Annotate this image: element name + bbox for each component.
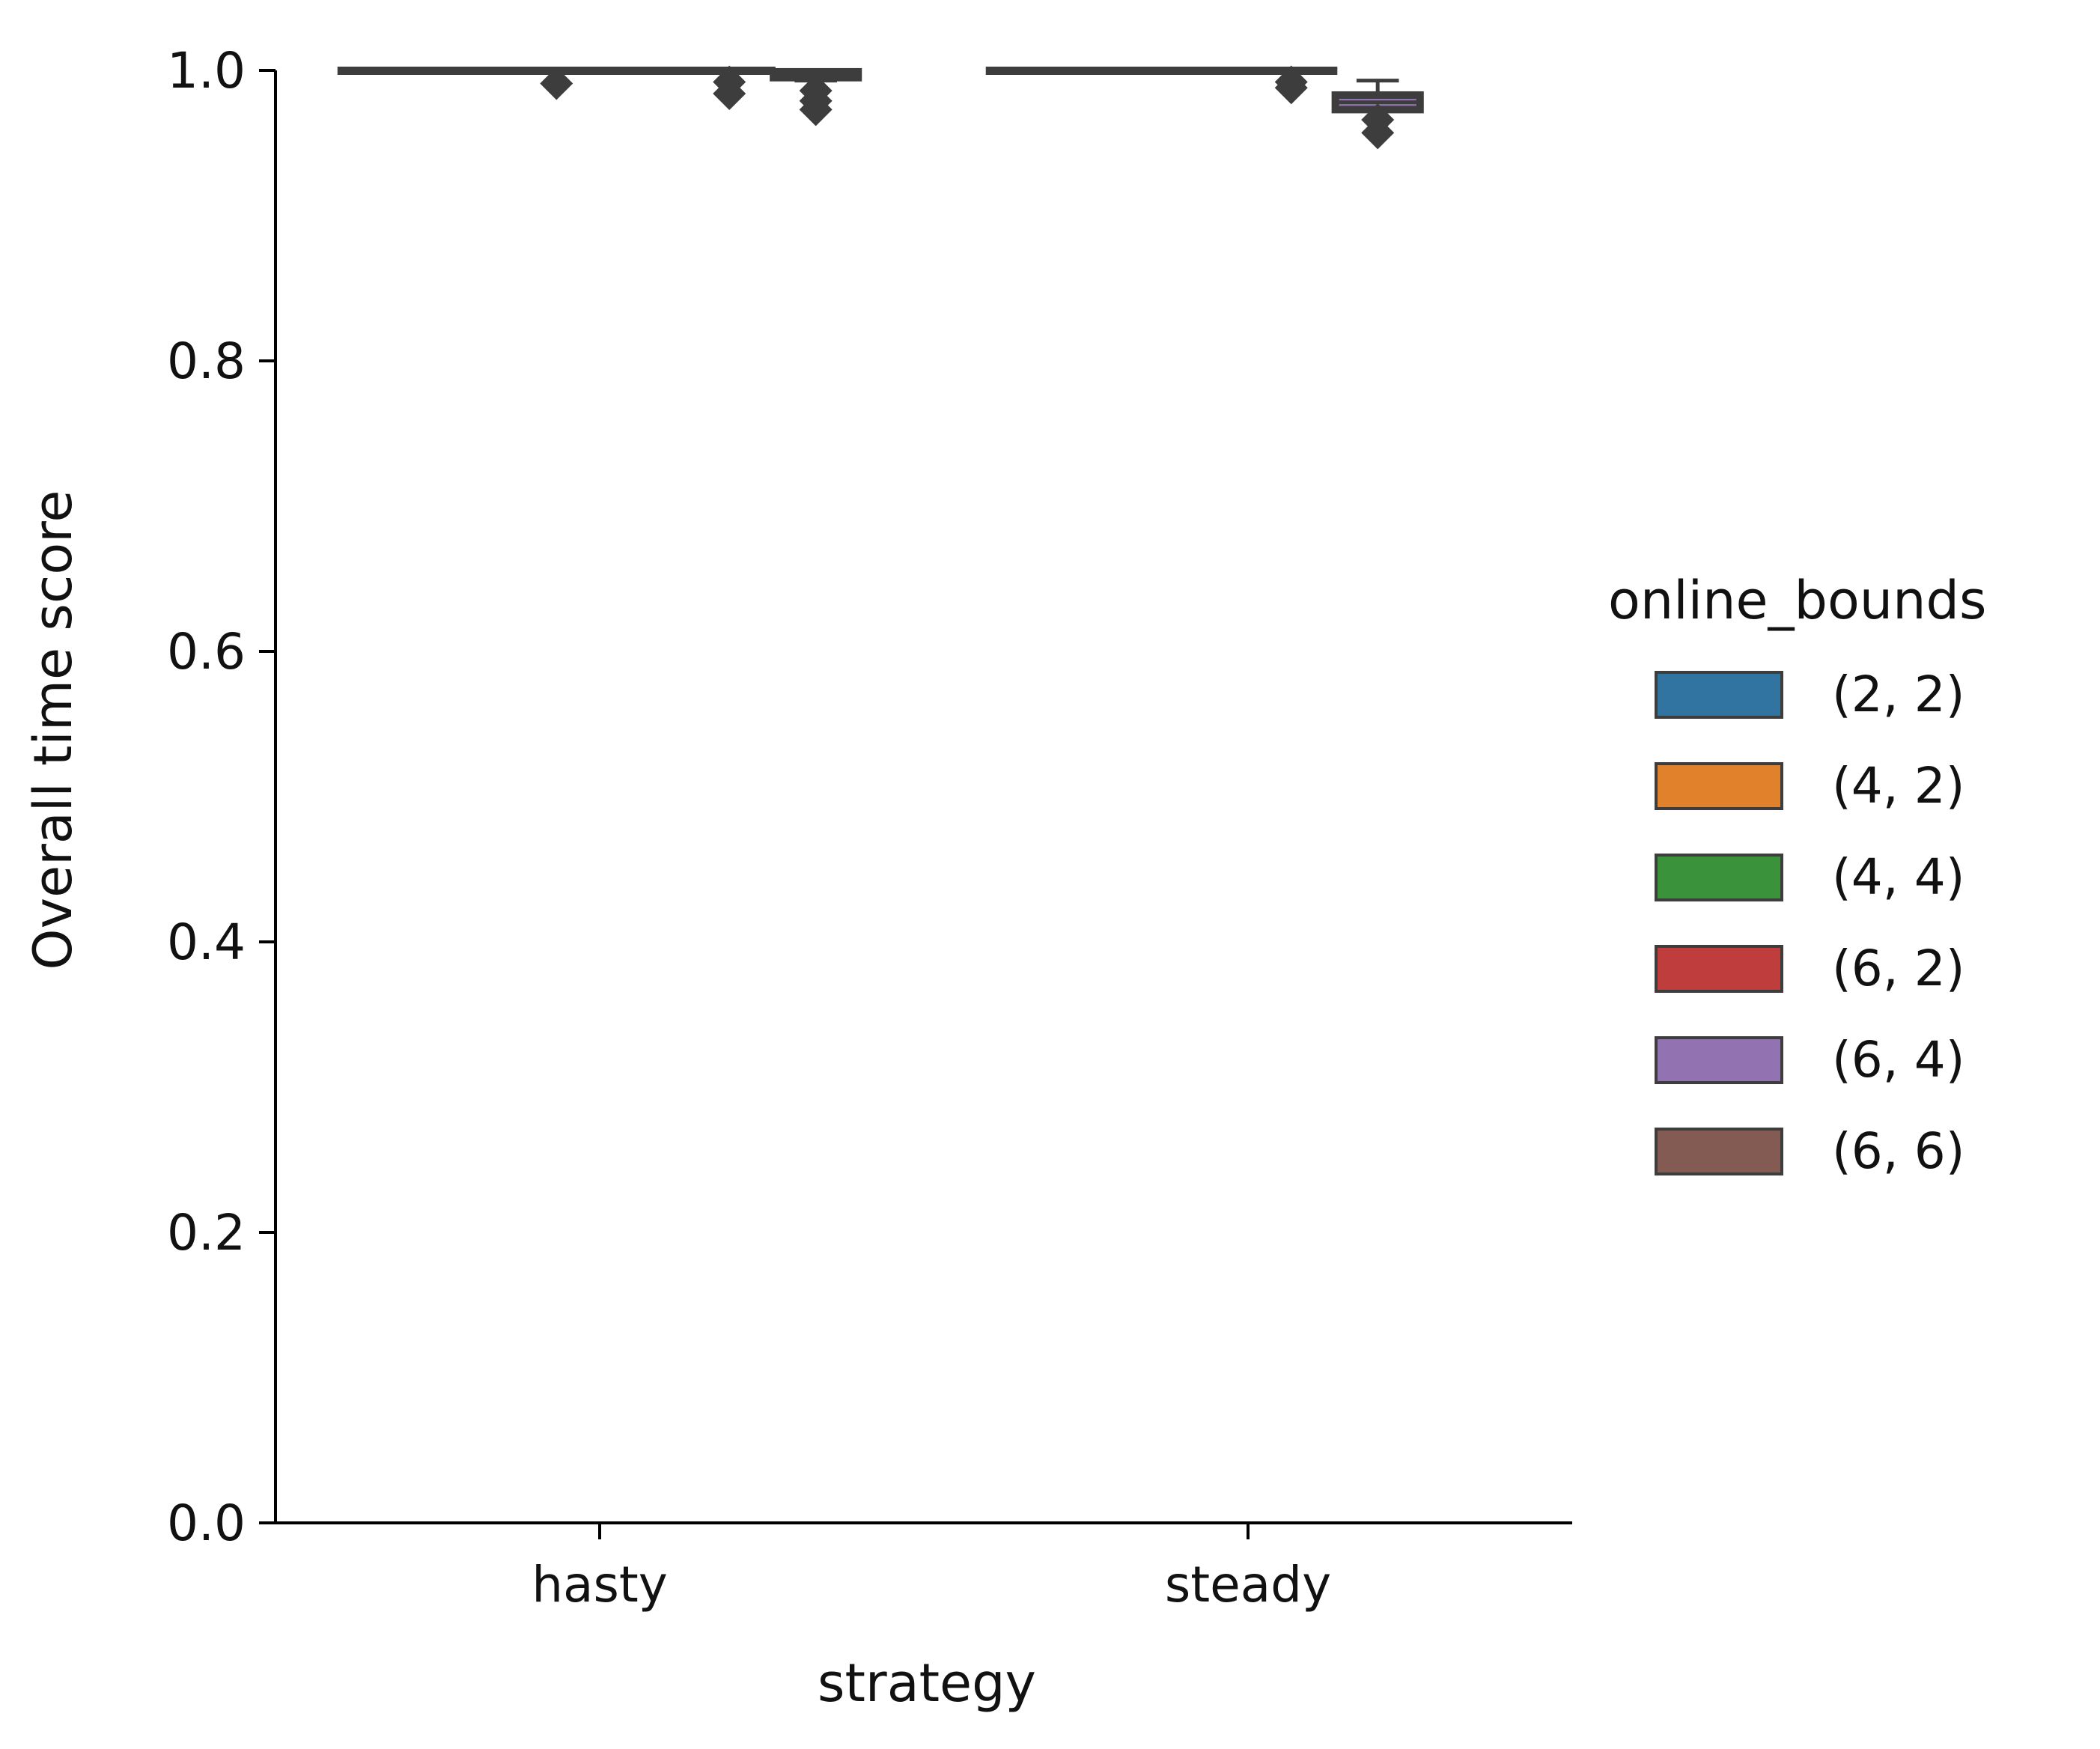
legend-swatch [1655,762,1783,810]
x-tick-label: steady [1165,1556,1331,1613]
y-tick-label: 0.0 [167,1494,246,1552]
tick-labels: 0.0 0.2 0.4 0.6 0.8 1.0 hasty steady [167,42,1331,1613]
legend-label: (6, 2) [1832,940,1964,997]
legend-label: (4, 4) [1832,848,1964,906]
legend-item: (4, 2) [1655,757,1964,815]
y-axis-label: Overall time score [22,490,84,970]
y-tick-label: 0.6 [167,623,246,681]
x-tick-label: hasty [532,1556,668,1613]
legend-label: (6, 4) [1832,1031,1964,1089]
box-hasty [770,67,862,127]
box-steady [1158,67,1251,75]
x-axis-label: strategy [818,1652,1036,1714]
legend-label: (6, 6) [1832,1122,1964,1180]
box-steady [1072,67,1165,75]
outlier-point [1361,116,1395,150]
box-plot-marks [337,65,1424,150]
axes [259,69,1572,1539]
box-steady [985,67,1078,75]
legend-item: (2, 2) [1655,666,1964,723]
y-tick-label: 0.8 [167,332,246,390]
outlier-point [799,93,833,127]
box-hasty [510,67,603,100]
box-steady [1331,79,1424,150]
y-tick-label: 1.0 [167,42,246,100]
legend-swatch [1655,945,1783,993]
legend-item: (6, 6) [1655,1122,1964,1180]
legend-title: online_bounds [1608,570,1986,631]
legend-swatch [1655,1036,1783,1084]
box-hasty [597,67,690,75]
outlier-point [540,67,573,100]
box-hasty [683,65,776,111]
legend-label: (2, 2) [1832,666,1964,723]
outlier-point [713,77,746,111]
legend-label: (4, 2) [1832,757,1964,815]
outlier-point [1274,71,1308,105]
box-hasty [424,67,517,75]
legend-item: (6, 2) [1655,940,1964,997]
legend-item: (6, 4) [1655,1031,1964,1089]
legend: online_bounds (2, 2) (4, 2) (4, 4) (6, 2) (6… [1608,570,1986,1180]
legend-swatch [1655,671,1783,719]
legend-item: (4, 4) [1655,848,1964,906]
box-hasty [337,67,430,75]
box-steady [1245,65,1338,105]
y-tick-label: 0.2 [167,1204,246,1262]
y-tick-label: 0.4 [167,913,246,971]
legend-swatch [1655,1128,1783,1175]
legend-swatch [1655,854,1783,901]
